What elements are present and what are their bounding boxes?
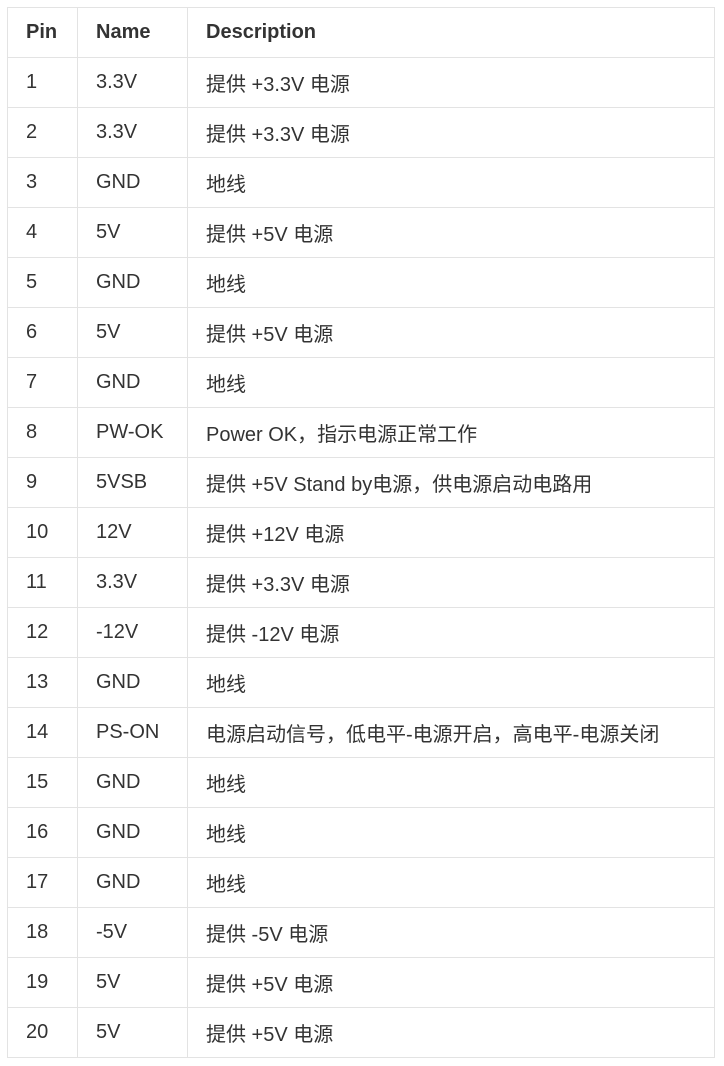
pin-cell: 11	[7, 557, 78, 608]
description-cell: 提供 +3.3V 电源	[187, 557, 715, 608]
description-cell: 提供 +5V 电源	[187, 307, 715, 358]
pin-cell: 18	[7, 907, 78, 958]
header-row: Pin Name Description	[7, 7, 715, 58]
pin-cell: 12	[7, 607, 78, 658]
table-row: 14 PS-ON 电源启动信号，低电平-电源开启，高电平-电源关闭	[7, 707, 715, 758]
table-row: 2 3.3V 提供 +3.3V 电源	[7, 107, 715, 158]
header-description: Description	[187, 7, 715, 58]
description-cell: 地线	[187, 157, 715, 208]
table-row: 19 5V 提供 +5V 电源	[7, 957, 715, 1008]
description-cell: 提供 +5V 电源	[187, 1007, 715, 1058]
table-row: 6 5V 提供 +5V 电源	[7, 307, 715, 358]
description-cell: 地线	[187, 757, 715, 808]
table-row: 9 5VSB 提供 +5V Stand by电源，供电源启动电路用	[7, 457, 715, 508]
table-row: 20 5V 提供 +5V 电源	[7, 1007, 715, 1058]
pin-cell: 9	[7, 457, 78, 508]
name-cell: GND	[77, 807, 188, 858]
description-cell: 电源启动信号，低电平-电源开启，高电平-电源关闭	[187, 707, 715, 758]
pin-cell: 4	[7, 207, 78, 258]
table-row: 8 PW-OK Power OK，指示电源正常工作	[7, 407, 715, 458]
table-row: 7 GND 地线	[7, 357, 715, 408]
table-row: 3 GND 地线	[7, 157, 715, 208]
name-cell: PW-OK	[77, 407, 188, 458]
pin-cell: 7	[7, 357, 78, 408]
name-cell: 12V	[77, 507, 188, 558]
name-cell: 5VSB	[77, 457, 188, 508]
table-row: 4 5V 提供 +5V 电源	[7, 207, 715, 258]
name-cell: GND	[77, 857, 188, 908]
header-name: Name	[77, 7, 188, 58]
name-cell: PS-ON	[77, 707, 188, 758]
pin-cell: 10	[7, 507, 78, 558]
name-cell: GND	[77, 657, 188, 708]
description-cell: 地线	[187, 657, 715, 708]
table-row: 1 3.3V 提供 +3.3V 电源	[7, 57, 715, 108]
pin-cell: 19	[7, 957, 78, 1008]
pin-cell: 17	[7, 857, 78, 908]
pin-cell: 3	[7, 157, 78, 208]
name-cell: 3.3V	[77, 557, 188, 608]
name-cell: 3.3V	[77, 57, 188, 108]
name-cell: -12V	[77, 607, 188, 658]
name-cell: -5V	[77, 907, 188, 958]
table-row: 17 GND 地线	[7, 857, 715, 908]
pin-cell: 1	[7, 57, 78, 108]
name-cell: GND	[77, 257, 188, 308]
description-cell: 提供 +5V 电源	[187, 957, 715, 1008]
description-cell: 提供 -12V 电源	[187, 607, 715, 658]
name-cell: 5V	[77, 207, 188, 258]
description-cell: 提供 +3.3V 电源	[187, 107, 715, 158]
name-cell: GND	[77, 357, 188, 408]
pin-cell: 6	[7, 307, 78, 358]
name-cell: 3.3V	[77, 107, 188, 158]
header-pin: Pin	[7, 7, 78, 58]
table-row: 13 GND 地线	[7, 657, 715, 708]
description-cell: 地线	[187, 807, 715, 858]
description-cell: 地线	[187, 357, 715, 408]
pin-cell: 20	[7, 1007, 78, 1058]
pin-cell: 13	[7, 657, 78, 708]
description-cell: 提供 +12V 电源	[187, 507, 715, 558]
description-cell: 提供 +3.3V 电源	[187, 57, 715, 108]
table-row: 12 -12V 提供 -12V 电源	[7, 607, 715, 658]
table-row: 10 12V 提供 +12V 电源	[7, 507, 715, 558]
pin-cell: 15	[7, 757, 78, 808]
table-row: 18 -5V 提供 -5V 电源	[7, 907, 715, 958]
name-cell: 5V	[77, 307, 188, 358]
pin-cell: 8	[7, 407, 78, 458]
name-cell: GND	[77, 757, 188, 808]
name-cell: GND	[77, 157, 188, 208]
name-cell: 5V	[77, 957, 188, 1008]
name-cell: 5V	[77, 1007, 188, 1058]
pin-cell: 14	[7, 707, 78, 758]
table-row: 16 GND 地线	[7, 807, 715, 858]
table-row: 11 3.3V 提供 +3.3V 电源	[7, 557, 715, 608]
description-cell: 提供 +5V Stand by电源，供电源启动电路用	[187, 457, 715, 508]
table-row: 15 GND 地线	[7, 757, 715, 808]
pin-table: Pin Name Description 1 3.3V 提供 +3.3V 电源 2 3.…	[7, 7, 715, 1058]
description-cell: 提供 +5V 电源	[187, 207, 715, 258]
description-cell: 地线	[187, 257, 715, 308]
pin-cell: 2	[7, 107, 78, 158]
description-cell: 地线	[187, 857, 715, 908]
description-cell: 提供 -5V 电源	[187, 907, 715, 958]
description-cell: Power OK，指示电源正常工作	[187, 407, 715, 458]
pin-cell: 5	[7, 257, 78, 308]
pin-cell: 16	[7, 807, 78, 858]
table-row: 5 GND 地线	[7, 257, 715, 308]
